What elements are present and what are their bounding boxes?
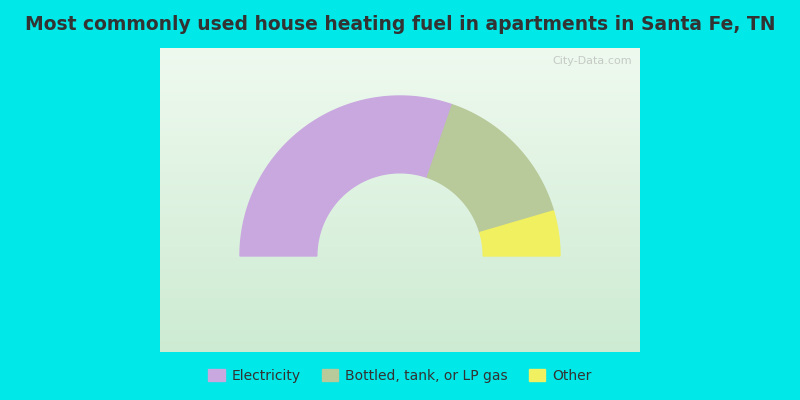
Polygon shape (240, 96, 452, 256)
Text: City-Data.com: City-Data.com (552, 56, 632, 66)
Polygon shape (427, 105, 554, 232)
Text: Most commonly used house heating fuel in apartments in Santa Fe, TN: Most commonly used house heating fuel in… (25, 14, 775, 34)
Polygon shape (480, 211, 560, 256)
Legend: Electricity, Bottled, tank, or LP gas, Other: Electricity, Bottled, tank, or LP gas, O… (202, 364, 598, 388)
